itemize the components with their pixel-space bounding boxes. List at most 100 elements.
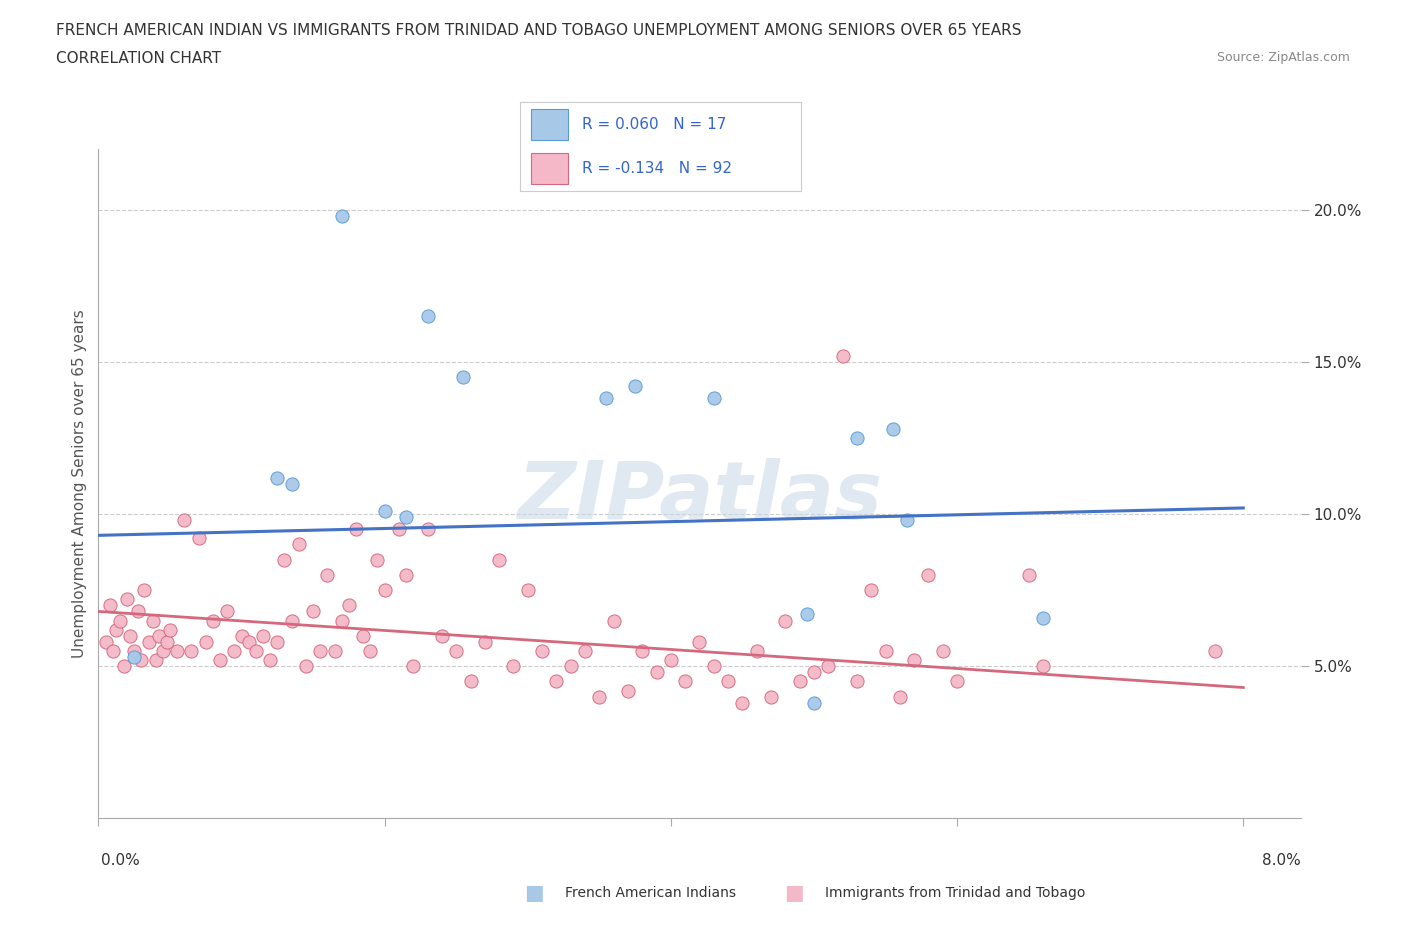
Point bbox=[560, 658, 582, 673]
Point bbox=[128, 604, 150, 618]
Point bbox=[488, 552, 510, 567]
Point bbox=[142, 613, 165, 628]
Point bbox=[131, 653, 153, 668]
Point bbox=[460, 674, 482, 689]
Bar bbox=[531, 153, 568, 183]
Point bbox=[316, 567, 339, 582]
Point bbox=[115, 591, 138, 606]
Point bbox=[831, 349, 853, 364]
Text: Immigrants from Trinidad and Tobago: Immigrants from Trinidad and Tobago bbox=[825, 885, 1085, 900]
Point bbox=[231, 629, 253, 644]
Point bbox=[588, 689, 610, 704]
Point bbox=[453, 369, 475, 384]
Text: ZIPatlas: ZIPatlas bbox=[517, 458, 882, 536]
Point bbox=[574, 644, 596, 658]
Point bbox=[932, 644, 955, 658]
Point bbox=[1032, 610, 1054, 625]
Point bbox=[309, 644, 332, 658]
Point bbox=[395, 567, 418, 582]
Point bbox=[337, 598, 360, 613]
Text: Source: ZipAtlas.com: Source: ZipAtlas.com bbox=[1216, 51, 1350, 64]
Point bbox=[287, 537, 309, 551]
Point bbox=[388, 522, 411, 537]
Point bbox=[201, 613, 224, 628]
Point bbox=[94, 634, 117, 649]
Point bbox=[602, 613, 624, 628]
Text: FRENCH AMERICAN INDIAN VS IMMIGRANTS FROM TRINIDAD AND TOBAGO UNEMPLOYMENT AMONG: FRENCH AMERICAN INDIAN VS IMMIGRANTS FRO… bbox=[56, 23, 1022, 38]
Text: 8.0%: 8.0% bbox=[1261, 853, 1301, 868]
Text: 0.0%: 0.0% bbox=[101, 853, 141, 868]
Point bbox=[896, 512, 918, 527]
Point bbox=[359, 644, 381, 658]
Point bbox=[617, 684, 640, 698]
Point bbox=[112, 658, 135, 673]
Point bbox=[775, 613, 797, 628]
Point bbox=[703, 391, 725, 405]
Point bbox=[803, 665, 825, 680]
Point bbox=[148, 629, 170, 644]
Point bbox=[516, 583, 538, 598]
Point bbox=[266, 634, 288, 649]
Point bbox=[217, 604, 239, 618]
Point bbox=[1032, 658, 1054, 673]
Point bbox=[302, 604, 325, 618]
Point bbox=[366, 552, 388, 567]
Point bbox=[745, 644, 768, 658]
Point bbox=[108, 613, 131, 628]
Point bbox=[673, 674, 696, 689]
Point bbox=[280, 476, 302, 491]
Text: ■: ■ bbox=[524, 883, 544, 903]
Point bbox=[152, 644, 174, 658]
Point bbox=[138, 634, 160, 649]
Point bbox=[1204, 644, 1226, 658]
Point bbox=[344, 522, 367, 537]
Point bbox=[444, 644, 467, 658]
Point bbox=[731, 696, 754, 711]
Point bbox=[252, 629, 274, 644]
Text: CORRELATION CHART: CORRELATION CHART bbox=[56, 51, 221, 66]
Bar bbox=[531, 110, 568, 140]
Point bbox=[259, 653, 281, 668]
Point bbox=[156, 634, 179, 649]
Point bbox=[166, 644, 188, 658]
Point bbox=[187, 531, 209, 546]
Point bbox=[624, 379, 647, 393]
Point bbox=[703, 658, 725, 673]
Point bbox=[946, 674, 969, 689]
Point bbox=[323, 644, 346, 658]
Point bbox=[803, 696, 825, 711]
Point bbox=[280, 613, 302, 628]
Point bbox=[416, 522, 439, 537]
Point bbox=[395, 510, 418, 525]
Point bbox=[688, 634, 710, 649]
Point bbox=[502, 658, 524, 673]
Point bbox=[180, 644, 202, 658]
Point bbox=[118, 629, 141, 644]
Point bbox=[101, 644, 124, 658]
Point bbox=[903, 653, 925, 668]
Point bbox=[238, 634, 260, 649]
Point bbox=[546, 674, 568, 689]
Point bbox=[889, 689, 911, 704]
Point bbox=[882, 421, 904, 436]
Point bbox=[266, 470, 288, 485]
Point bbox=[531, 644, 554, 658]
Point bbox=[330, 613, 353, 628]
Point bbox=[796, 607, 818, 622]
Text: French American Indians: French American Indians bbox=[565, 885, 737, 900]
Point bbox=[717, 674, 740, 689]
Text: R = 0.060   N = 17: R = 0.060 N = 17 bbox=[582, 117, 727, 132]
Point bbox=[374, 583, 396, 598]
Point bbox=[209, 653, 232, 668]
Point bbox=[402, 658, 425, 673]
Point bbox=[595, 391, 617, 405]
Point bbox=[875, 644, 897, 658]
Point bbox=[98, 598, 121, 613]
Point bbox=[134, 583, 156, 598]
Point bbox=[430, 629, 453, 644]
Point bbox=[159, 622, 181, 637]
Point bbox=[374, 503, 396, 518]
Point bbox=[273, 552, 295, 567]
Text: R = -0.134   N = 92: R = -0.134 N = 92 bbox=[582, 161, 733, 176]
Point bbox=[631, 644, 654, 658]
